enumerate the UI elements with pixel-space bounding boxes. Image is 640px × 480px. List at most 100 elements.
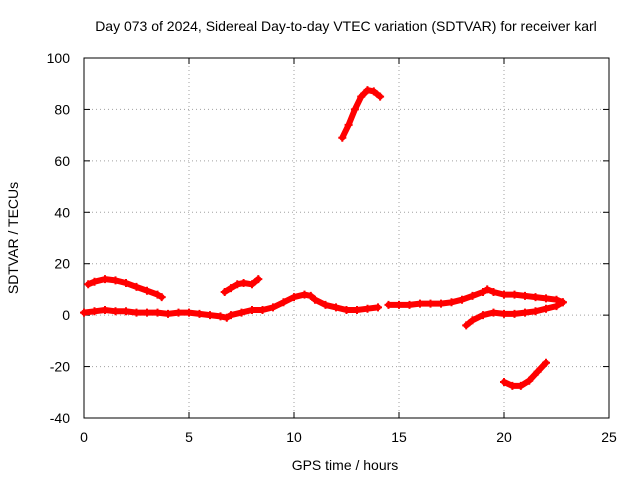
data-point	[437, 299, 445, 308]
data-point	[500, 309, 508, 318]
data-point	[338, 133, 347, 142]
data-point	[90, 307, 99, 316]
y-tick-label: 60	[54, 153, 70, 169]
y-tick-label: 0	[62, 307, 70, 323]
data-point	[344, 120, 353, 129]
x-tick-label: 10	[286, 429, 302, 445]
data-point	[101, 306, 109, 314]
y-tick-label: -40	[50, 410, 70, 426]
data-point	[206, 311, 214, 320]
data-point	[405, 300, 414, 309]
data-point	[233, 280, 242, 289]
data-point	[516, 381, 525, 390]
data-point	[395, 300, 403, 309]
data-point	[521, 308, 529, 317]
data-point	[174, 308, 183, 317]
data-point	[237, 308, 246, 317]
data-point	[500, 378, 508, 386]
data-point	[416, 299, 424, 308]
data-marks	[80, 86, 567, 390]
data-point	[510, 309, 519, 318]
data-point	[185, 308, 193, 317]
data-point	[300, 290, 309, 299]
data-point	[306, 291, 315, 300]
data-point	[248, 280, 256, 289]
data-point	[353, 306, 361, 314]
data-point	[164, 309, 172, 318]
y-tick-label: 40	[54, 204, 70, 220]
plot-frame	[83, 57, 610, 419]
data-point	[552, 302, 561, 311]
y-tick-label: 20	[54, 256, 70, 272]
data-point	[248, 306, 256, 314]
data-point	[220, 288, 229, 296]
data-point	[143, 286, 151, 295]
data-point	[542, 294, 550, 303]
data-point	[227, 311, 235, 320]
x-tick-label: 15	[391, 429, 407, 445]
data-point	[531, 293, 540, 302]
data-point	[122, 279, 130, 287]
data-point	[363, 86, 372, 95]
data-point	[111, 307, 120, 316]
data-point	[508, 381, 517, 390]
data-point	[143, 308, 151, 317]
data-point	[332, 303, 340, 312]
series-segment-7	[500, 358, 550, 390]
y-tick-label: -20	[50, 359, 70, 375]
data-point	[458, 295, 466, 304]
data-point	[500, 290, 508, 299]
data-point	[153, 308, 162, 317]
data-point	[350, 105, 359, 114]
x-tick-label: 5	[185, 429, 193, 445]
data-point	[80, 308, 88, 317]
data-point	[90, 277, 99, 286]
data-point	[279, 298, 288, 307]
data-point	[363, 304, 372, 313]
data-point	[489, 308, 498, 317]
data-point	[111, 276, 120, 285]
data-point	[254, 275, 263, 284]
series-segment-2	[384, 285, 567, 309]
data-point	[426, 299, 435, 308]
series-segment-6	[338, 86, 385, 142]
data-point	[374, 303, 382, 312]
data-point	[227, 284, 235, 293]
data-point	[132, 308, 141, 317]
data-point	[542, 358, 550, 367]
data-point	[479, 311, 487, 320]
series-line	[221, 276, 262, 295]
y-tick-label: 100	[47, 50, 71, 66]
data-point	[269, 303, 277, 312]
data-point	[239, 279, 248, 287]
data-point	[558, 298, 567, 307]
data-point	[468, 316, 477, 325]
x-tick-label: 0	[80, 429, 88, 445]
series-segment-3	[462, 298, 567, 330]
data-point	[462, 321, 471, 330]
data-point	[533, 367, 542, 376]
data-point	[357, 92, 366, 101]
data-point	[258, 306, 267, 314]
series-baseline	[80, 290, 382, 322]
data-point	[479, 288, 487, 296]
data-point	[132, 282, 141, 291]
data-point	[483, 285, 492, 294]
series-segment-4	[84, 275, 166, 302]
data-point	[369, 87, 378, 96]
data-point	[531, 307, 540, 316]
data-point	[157, 293, 166, 302]
x-axis-label: GPS time / hours	[292, 457, 399, 473]
data-point	[195, 309, 204, 318]
data-point	[311, 295, 319, 304]
data-point	[153, 290, 162, 299]
data-point	[510, 290, 519, 299]
x-tick-label: 25	[601, 429, 617, 445]
data-point	[542, 304, 550, 313]
axis-ticks: 0 5 10 15 20 25 -40 -20 0 20 40 60 80 100	[47, 50, 617, 445]
data-point	[376, 92, 385, 101]
data-point	[525, 376, 534, 385]
data-point	[290, 293, 298, 302]
x-tick-label: 20	[496, 429, 512, 445]
